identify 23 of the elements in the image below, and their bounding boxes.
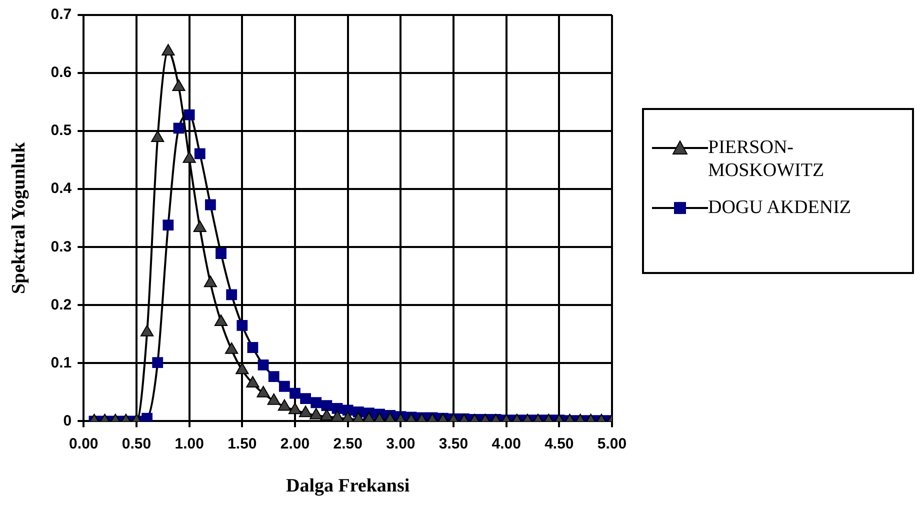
x-tick-label: 1.50	[228, 435, 257, 452]
x-tick-label: 0.50	[122, 435, 152, 452]
x-axis-title: Dalga Frekansi	[286, 476, 410, 497]
y-tick-label: 0.4	[50, 180, 72, 198]
y-tick-label: 0.6	[50, 64, 72, 82]
y-tick-label: 0.1	[50, 354, 72, 372]
x-tick-label: 1.00	[174, 435, 204, 452]
legend-label: DOGU AKDENIZ	[708, 196, 852, 219]
y-tick-label: 0.7	[50, 6, 72, 24]
y-tick-label: 0.2	[50, 296, 72, 314]
y-axis-title: Spektral Yogunluk	[8, 142, 30, 294]
x-tick-label: 3.50	[438, 435, 468, 452]
x-tick-label: 3.00	[386, 435, 416, 452]
x-tick-label: 0.00	[69, 435, 98, 452]
y-tick-label: 0.3	[50, 238, 72, 256]
y-tick-label: 0.5	[50, 122, 72, 140]
x-tick-label: 5.00	[597, 435, 627, 452]
x-tick-label: 4.00	[492, 435, 521, 452]
x-tick-label: 2.50	[333, 435, 362, 452]
x-tick-label: 4.50	[544, 435, 574, 452]
x-tick-label: 2.00	[280, 435, 310, 452]
legend-label: PIERSON-MOSKOWITZ	[708, 136, 826, 182]
y-tick-label: 0	[63, 412, 72, 430]
